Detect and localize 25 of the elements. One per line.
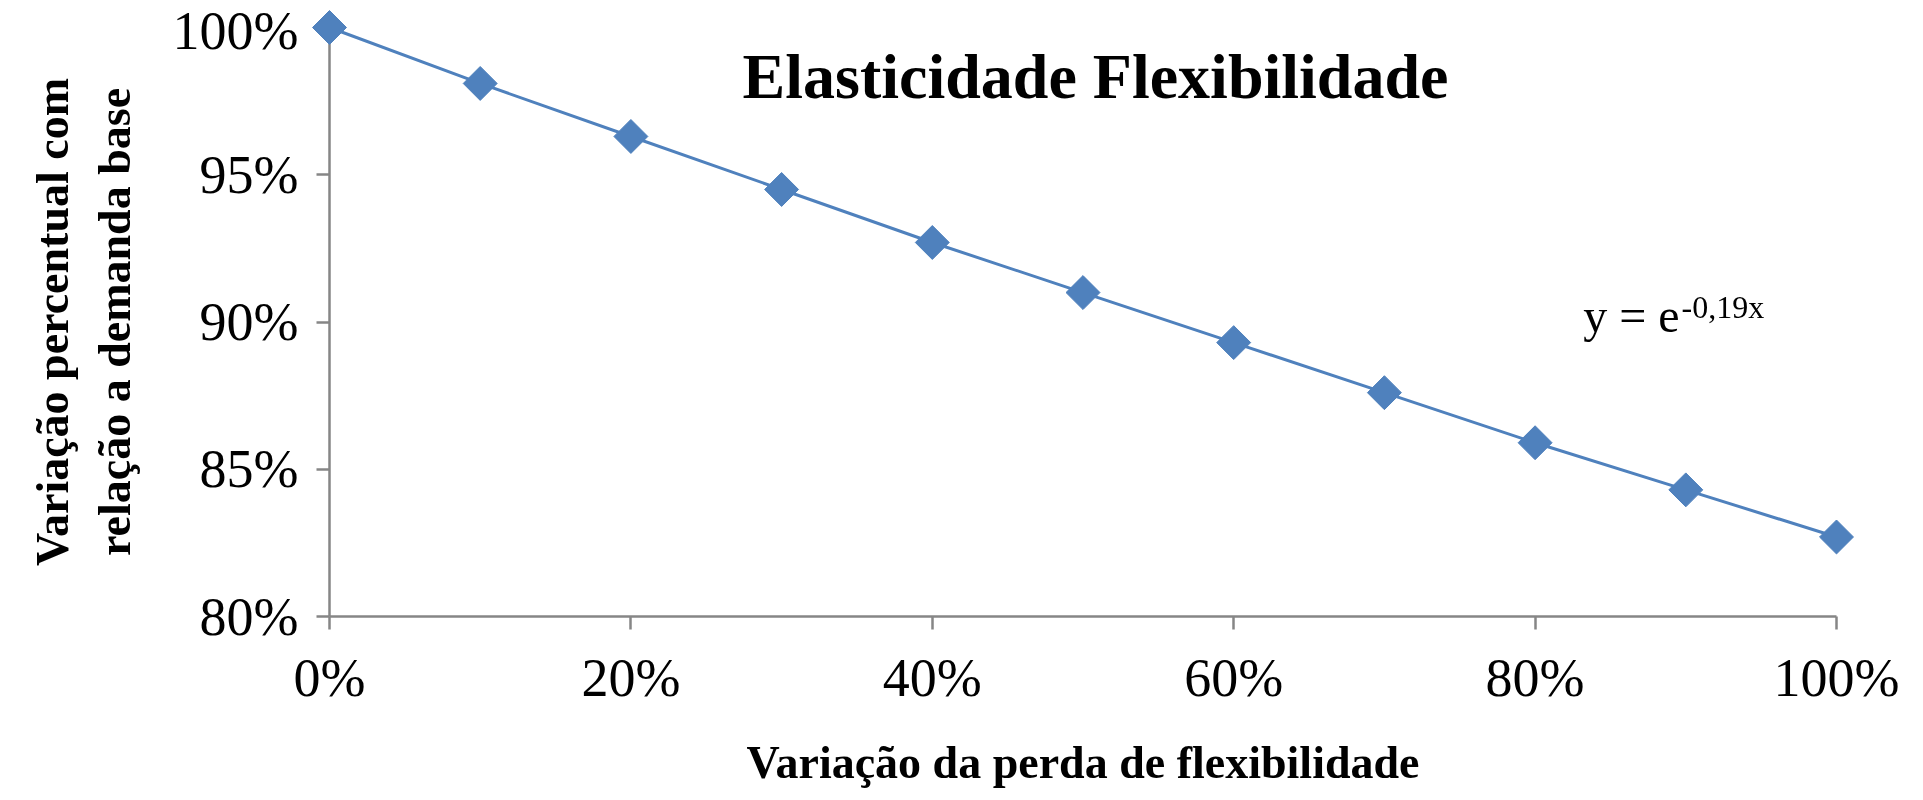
point: [312, 10, 347, 45]
point: [613, 118, 649, 154]
x-tick-label: 60%: [1184, 647, 1284, 708]
x-axis-title: Variação da perda de flexibilidade: [746, 736, 1420, 788]
point: [1819, 519, 1854, 555]
x-tick-label: 40%: [882, 647, 982, 708]
chart-title: Elasticidade Flexibilidade: [742, 41, 1449, 112]
point: [1517, 425, 1553, 461]
point: [1065, 275, 1101, 311]
y-tick-label: 95%: [199, 144, 299, 205]
y-axis-title: Variação percentual com relação a demanda base: [27, 77, 140, 567]
point: [764, 172, 800, 207]
y-tick-label: 80%: [199, 586, 299, 647]
point: [1366, 375, 1402, 411]
x-tick-label: 100%: [1773, 647, 1900, 708]
point: [1668, 472, 1704, 508]
y-tick-label: 85%: [199, 439, 299, 500]
point: [462, 65, 498, 101]
y-tick-label: 100%: [172, 0, 299, 61]
point: [914, 225, 950, 260]
point: [1216, 325, 1252, 361]
x-tick-label: 80%: [1485, 647, 1585, 708]
y-tick-label: 90%: [199, 292, 299, 352]
x-tick-label: 20%: [581, 647, 681, 708]
x-tick-label: 0%: [293, 647, 366, 708]
